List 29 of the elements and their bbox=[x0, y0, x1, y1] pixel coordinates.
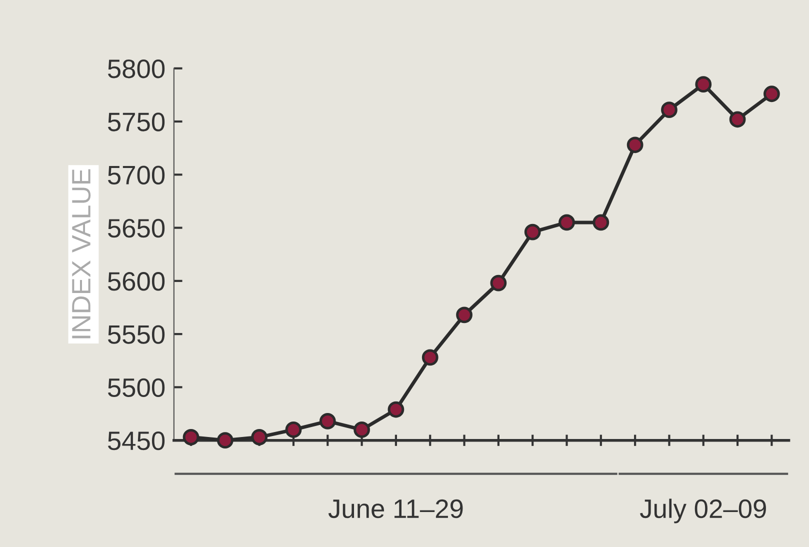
y-tick-label: 5550 bbox=[108, 325, 165, 344]
point bbox=[285, 422, 302, 438]
point bbox=[661, 102, 678, 118]
point bbox=[524, 224, 541, 240]
point bbox=[592, 214, 610, 231]
point bbox=[422, 349, 438, 366]
point bbox=[216, 432, 234, 449]
point bbox=[626, 136, 644, 154]
text: July 02–09 bbox=[640, 498, 766, 524]
point bbox=[729, 111, 746, 128]
text: June 11–29 bbox=[328, 499, 463, 518]
y-tick-label: 5800 bbox=[108, 60, 165, 78]
y-tick-label: 5700 bbox=[108, 166, 165, 184]
point bbox=[456, 306, 472, 324]
y-tick-label: 5600 bbox=[108, 272, 165, 291]
point bbox=[388, 401, 404, 418]
point bbox=[490, 274, 507, 292]
point bbox=[558, 214, 575, 231]
point bbox=[251, 428, 268, 446]
point bbox=[354, 422, 370, 438]
y-tick-label: 5650 bbox=[108, 218, 165, 238]
y-tick-label: 5500 bbox=[108, 378, 165, 398]
point bbox=[695, 76, 712, 93]
y-tick-label: 5750 bbox=[108, 112, 165, 132]
y-tick-label: 5450 bbox=[108, 431, 165, 450]
y-axis-title: INDEX VALUE bbox=[72, 169, 91, 338]
point bbox=[319, 413, 336, 430]
point bbox=[764, 86, 780, 102]
point bbox=[182, 428, 200, 446]
